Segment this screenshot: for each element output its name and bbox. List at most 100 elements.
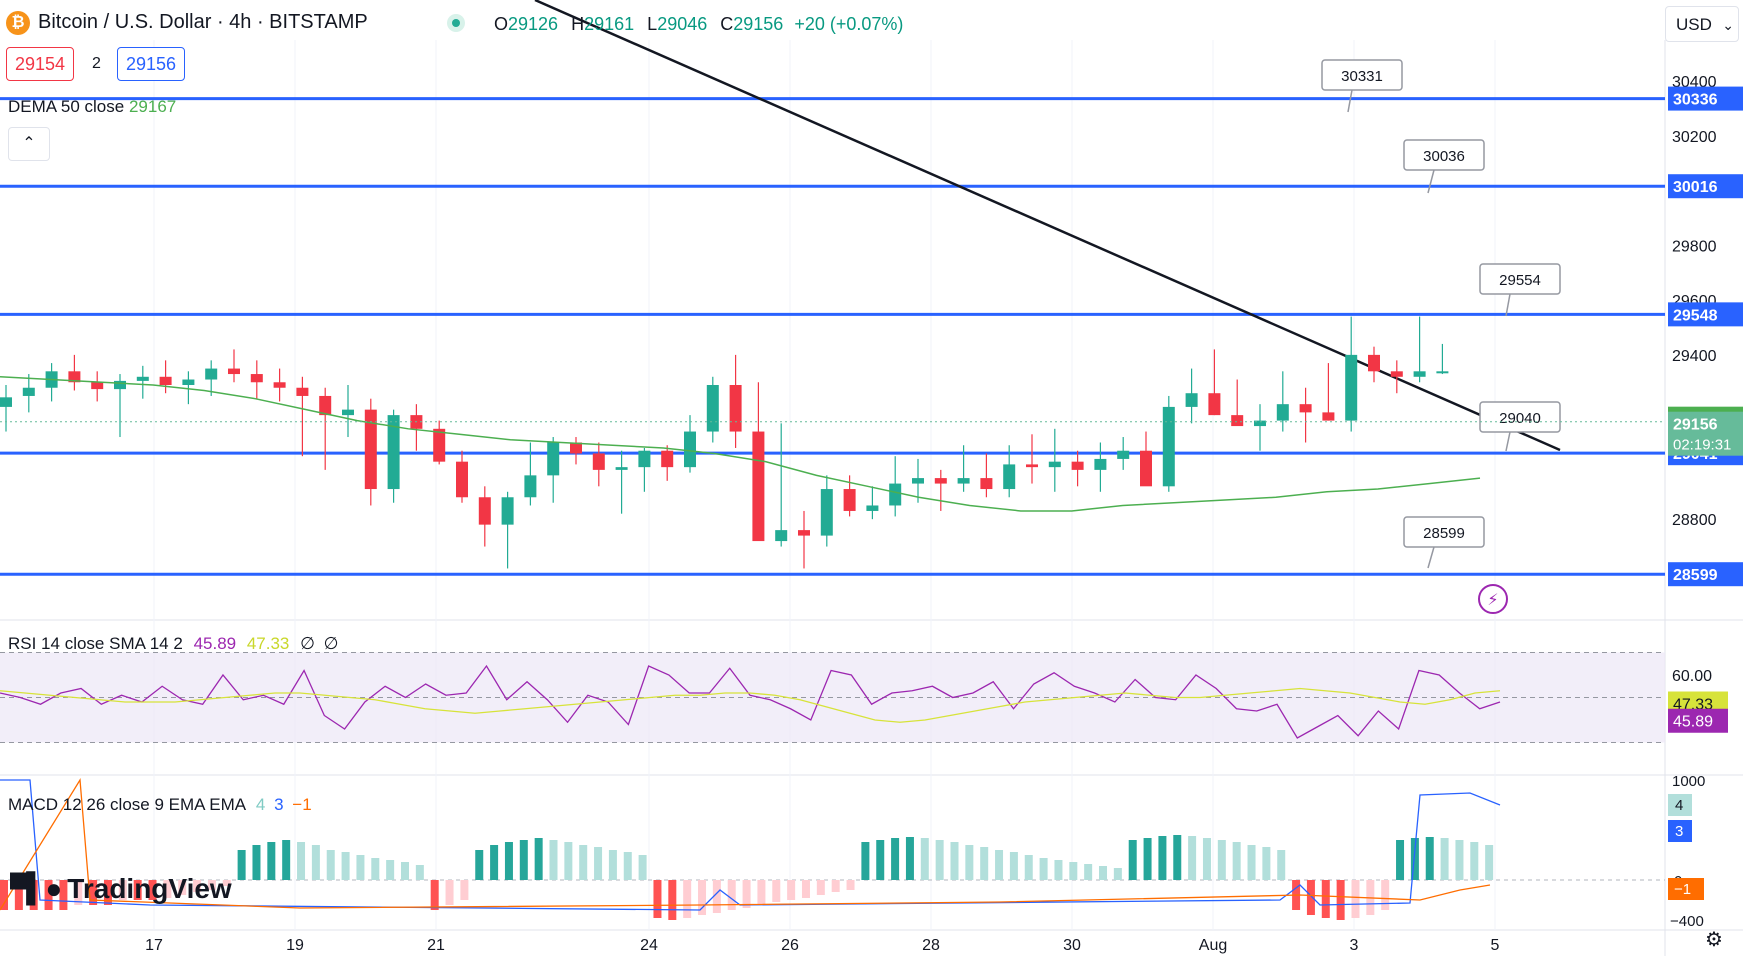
macd-bar bbox=[430, 880, 439, 910]
macd-line-badge bbox=[1668, 820, 1692, 842]
chart-grid bbox=[0, 40, 1743, 956]
macd-bar bbox=[935, 840, 944, 880]
macd-bar bbox=[1069, 862, 1078, 880]
candle-body bbox=[1345, 354, 1358, 421]
collapse-indicators-button[interactable]: ⌃ bbox=[8, 127, 50, 161]
macd-bar bbox=[698, 880, 707, 915]
macd-line bbox=[0, 779, 1501, 911]
macd-bar bbox=[1247, 845, 1256, 880]
candle-body bbox=[798, 530, 810, 536]
candle-body bbox=[1026, 464, 1038, 468]
candle-body bbox=[661, 450, 674, 468]
macd-bar bbox=[133, 880, 142, 900]
time-label: 3 bbox=[1350, 937, 1359, 954]
candle-body bbox=[91, 382, 104, 390]
candle-body bbox=[889, 483, 902, 506]
macd-bar bbox=[623, 852, 632, 880]
macd-bar bbox=[1440, 838, 1449, 880]
candle-body bbox=[1322, 412, 1335, 421]
time-label: 19 bbox=[286, 937, 304, 954]
macd-signal-badge bbox=[1668, 878, 1704, 900]
sell-button[interactable]: 29154 bbox=[6, 47, 75, 81]
candle-body bbox=[1436, 371, 1449, 374]
price-change: +20 (+0.07%) bbox=[794, 14, 904, 34]
candle-body bbox=[68, 371, 81, 383]
macd-bar bbox=[861, 842, 870, 880]
time-label: 17 bbox=[145, 937, 163, 954]
macd-bar bbox=[1381, 880, 1390, 910]
dema-line bbox=[0, 376, 1481, 512]
last-price-badge bbox=[1668, 411, 1743, 456]
candles bbox=[0, 316, 1449, 569]
horizontal-levels bbox=[0, 97, 1665, 576]
time-label: 28 bbox=[922, 937, 940, 954]
macd-bar bbox=[1054, 860, 1063, 880]
macd-bar bbox=[1202, 838, 1211, 880]
macd-bar bbox=[222, 880, 231, 886]
candle-body bbox=[1231, 415, 1244, 427]
symbol-title[interactable]: Bitcoin / U.S. Dollar · 4h · BITSTAMP bbox=[38, 11, 368, 33]
macd-bar bbox=[163, 880, 172, 898]
price-tick: 29400 bbox=[1672, 348, 1717, 365]
last-price-label: 29156 bbox=[1673, 417, 1718, 434]
currency-select[interactable]: USD ⌄ bbox=[1665, 6, 1739, 42]
macd-bar bbox=[193, 880, 202, 892]
candle-body bbox=[319, 395, 332, 416]
macd-tick: 1000 bbox=[1672, 773, 1705, 790]
macd-hist-badge-label: 4 bbox=[1675, 797, 1683, 814]
candle-body bbox=[342, 409, 354, 416]
rsi-legend[interactable]: RSI 14 close SMA 14 2 45.89 47.33 ∅ ∅ bbox=[8, 634, 339, 653]
time-label: 24 bbox=[640, 937, 658, 954]
rsi-pane bbox=[0, 652, 1665, 881]
macd-bar bbox=[297, 842, 306, 880]
callout-label: 29040 bbox=[1499, 410, 1541, 427]
macd-bar bbox=[683, 880, 692, 918]
lightning-icon bbox=[1478, 584, 1508, 614]
callout-leader bbox=[1505, 431, 1511, 452]
candle-body bbox=[706, 385, 719, 432]
candle-body bbox=[1185, 393, 1198, 407]
level-badge bbox=[1668, 86, 1743, 111]
macd-bar bbox=[891, 838, 900, 880]
buy-button[interactable]: 29156 bbox=[117, 47, 186, 81]
candle-body bbox=[820, 489, 833, 536]
rsi-sma-path bbox=[0, 687, 1501, 723]
macd-bar bbox=[712, 880, 721, 913]
dema-path bbox=[0, 376, 1481, 512]
candle-body bbox=[1276, 404, 1289, 421]
macd-bar bbox=[1485, 845, 1494, 880]
callout-leader bbox=[1427, 169, 1435, 194]
macd-bar bbox=[1009, 852, 1018, 880]
candle-body bbox=[364, 409, 377, 490]
macd-bar bbox=[475, 850, 484, 880]
macd-bar bbox=[74, 880, 83, 905]
candle-body bbox=[1254, 420, 1266, 427]
candle-body bbox=[1117, 450, 1130, 459]
macd-legend[interactable]: MACD 12 26 close 9 EMA EMA 4 3 −1 bbox=[8, 795, 312, 814]
rsi-lines bbox=[0, 664, 1501, 739]
macd-bar bbox=[326, 850, 335, 880]
candle-body bbox=[387, 415, 400, 490]
macd-bar bbox=[742, 880, 751, 908]
time-label: 5 bbox=[1491, 937, 1500, 954]
callout-box bbox=[1479, 401, 1561, 433]
callout-label: 29554 bbox=[1499, 272, 1541, 289]
ohlc-readout: O29126 H29161 L29046 C29156 +20 (+0.07%) bbox=[494, 14, 904, 34]
price-tick: 29800 bbox=[1672, 238, 1717, 255]
tradingview-logo[interactable]: ▀▍● TradingView bbox=[10, 872, 232, 905]
macd-bar bbox=[89, 880, 98, 905]
macd-bar bbox=[504, 842, 513, 880]
candle-body bbox=[273, 382, 286, 388]
macd-bar bbox=[1084, 864, 1093, 880]
macd-bar bbox=[267, 842, 276, 880]
macd-bar bbox=[668, 880, 677, 920]
macd-bar bbox=[1277, 850, 1286, 880]
macd-bar bbox=[549, 840, 558, 880]
candle-body bbox=[433, 428, 446, 462]
macd-bar bbox=[801, 880, 810, 898]
dema-legend[interactable]: DEMA 50 close 29167 bbox=[8, 97, 177, 116]
callout-label: 30331 bbox=[1341, 68, 1383, 85]
candle-body bbox=[615, 467, 628, 470]
settings-icon[interactable]: ⚙ bbox=[1705, 929, 1723, 951]
